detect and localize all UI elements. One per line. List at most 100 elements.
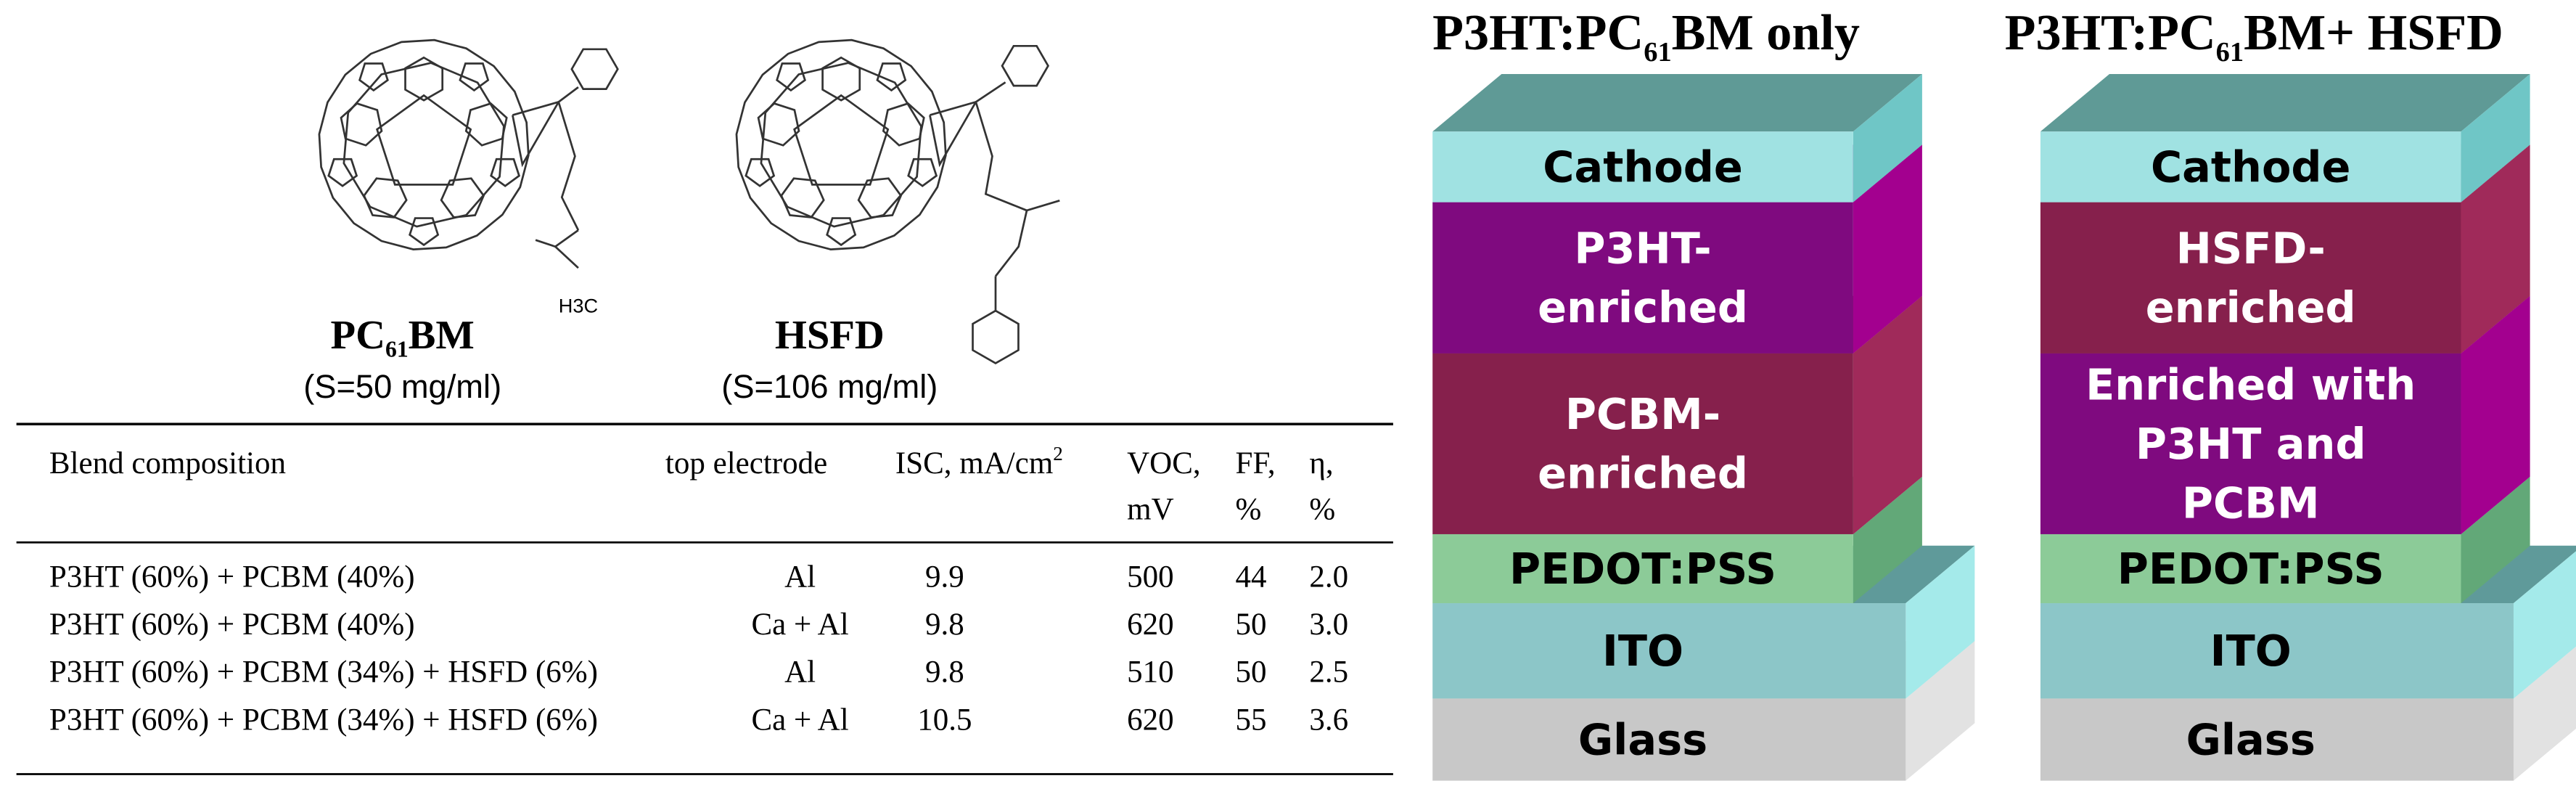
layer-label: ITO <box>1602 626 1683 676</box>
table-cell: P3HT (60%) + PCBM (34%) + HSFD (6%) <box>49 703 598 737</box>
layer-front <box>2040 202 2461 353</box>
layer-front <box>2040 353 2461 534</box>
table-header: η, <box>1309 446 1333 481</box>
bond-ring <box>826 217 857 247</box>
bond-ring <box>857 177 903 218</box>
bond-ring <box>358 62 389 92</box>
bond <box>535 239 556 248</box>
table-cell: 510 <box>1127 655 1174 690</box>
layer-side <box>2513 551 2576 699</box>
molecule-drawings <box>318 38 1060 365</box>
layer-label: P3HT and <box>2136 419 2366 469</box>
title-part: P3HT:PC <box>2005 4 2216 61</box>
layer-side <box>1853 144 1922 353</box>
bond <box>929 100 978 168</box>
bond-ring <box>375 94 472 186</box>
table-cell: Ca + Al <box>752 703 849 737</box>
table-cell: 500 <box>1127 560 1174 594</box>
table-cell: Ca + Al <box>752 608 849 642</box>
table-header: top electrode <box>665 446 827 481</box>
header-text: ISC, mA/cm <box>895 446 1053 481</box>
bond-ring <box>490 158 521 187</box>
bond <box>975 81 1006 103</box>
bond-ring <box>363 177 408 218</box>
bond-ring <box>404 56 444 102</box>
bond-ring <box>318 38 530 250</box>
layer-label: Enriched with <box>2085 359 2416 409</box>
bond-ring <box>1001 44 1050 87</box>
table-cell: P3HT (60%) + PCBM (40%) <box>49 560 415 594</box>
bond-ring <box>735 38 947 250</box>
layer-front <box>1432 131 1853 203</box>
layer: Cathode <box>1432 74 1922 203</box>
layer-side <box>1853 295 1922 534</box>
layer-label: Cathode <box>2151 142 2350 192</box>
layer-top <box>2040 74 2530 132</box>
bond-ring <box>464 102 508 147</box>
bond-ring <box>570 48 619 90</box>
table-cell: 3.0 <box>1309 608 1348 642</box>
bond <box>1026 200 1060 212</box>
bond <box>557 86 579 103</box>
solubility: (S=106 mg/ml) <box>721 368 938 405</box>
bond-ring <box>440 177 485 218</box>
layer-side <box>2461 74 2530 203</box>
layer-front <box>1432 353 1853 534</box>
layer-front <box>1432 202 1853 353</box>
title-part: BM only <box>1672 4 1860 61</box>
layer-side <box>2513 646 2576 781</box>
name-subscript: 61 <box>385 336 409 361</box>
table-cell: 50 <box>1236 655 1267 690</box>
bond-ring <box>780 177 825 218</box>
atom-label: H3C <box>559 294 598 316</box>
bond-ring <box>972 309 1020 365</box>
solubility: (S=50 mg/ml) <box>303 368 501 405</box>
layer: Cathode <box>2040 74 2530 203</box>
table-cell: 620 <box>1127 608 1174 642</box>
table-cell: Al <box>784 560 816 594</box>
layer-label: P3HT- <box>1574 223 1711 273</box>
layer-label: PEDOT:PSS <box>2117 544 2384 594</box>
layer-label: enriched <box>1538 449 1748 499</box>
layer-label: enriched <box>1538 282 1748 332</box>
layer-side <box>2461 476 2530 604</box>
bond-ring <box>776 62 806 92</box>
table-cell: Al <box>784 655 816 690</box>
table-cell: 3.6 <box>1309 703 1348 737</box>
bond-ring <box>340 102 383 147</box>
layer-side <box>1906 545 1975 699</box>
bond <box>554 229 579 269</box>
layer-label: enriched <box>2146 282 2356 332</box>
layer-front <box>2040 603 2514 699</box>
layer-side <box>2461 144 2530 353</box>
table-cell: 9.8 <box>925 608 964 642</box>
layer-side <box>1853 476 1922 604</box>
table-header: Blend composition <box>49 446 286 481</box>
table-header: % <box>1236 493 1262 527</box>
layer-side <box>1853 74 1922 203</box>
layer-label: Glass <box>1578 714 1707 764</box>
stack-title: P3HT:PC61BM only <box>1432 4 1860 68</box>
title-part: BM+ HSFD <box>2244 4 2503 61</box>
table-header: VOC, <box>1127 446 1201 481</box>
layer-front <box>1432 603 1906 699</box>
bond-ring <box>745 158 776 187</box>
table-header: mV <box>1127 493 1174 527</box>
bond-ring <box>882 102 925 147</box>
table-header: FF, <box>1236 446 1276 481</box>
bond-ring <box>757 102 800 147</box>
bond <box>994 210 1028 277</box>
layer-front <box>1432 698 1906 781</box>
layer-side <box>2461 295 2530 534</box>
bond-ring <box>793 94 890 186</box>
bond-ring <box>876 62 907 92</box>
bond-ring <box>459 62 490 92</box>
layer-label: Cathode <box>1543 142 1742 192</box>
layer-front <box>2040 534 2461 604</box>
table-cell: 50 <box>1236 608 1267 642</box>
bond-ring <box>409 217 440 247</box>
layer-label: ITO <box>2210 626 2292 676</box>
header-superscript: 2 <box>1053 443 1063 465</box>
stack-title: P3HT:PC61BM+ HSFD <box>2005 4 2503 68</box>
name-part: PC <box>331 313 385 358</box>
